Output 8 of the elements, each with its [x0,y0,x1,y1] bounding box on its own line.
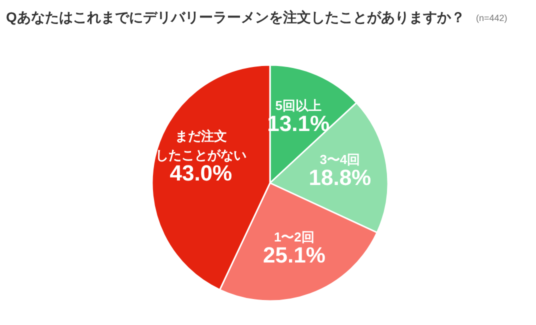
data-label: 18.8% [308,164,372,190]
chart-title: Qあなたはこれまでにデリバリーラーメンを注文したことがありますか？ [6,9,465,25]
slice-label: 3〜4回 [320,152,360,167]
slice-label: まだ注文したことがない [155,128,246,163]
text: (n=442) [476,13,508,23]
slice-label: 1〜2回 [274,230,314,245]
slice-label: 5回以上 [275,98,322,114]
data-label: 25.1% [262,242,326,268]
